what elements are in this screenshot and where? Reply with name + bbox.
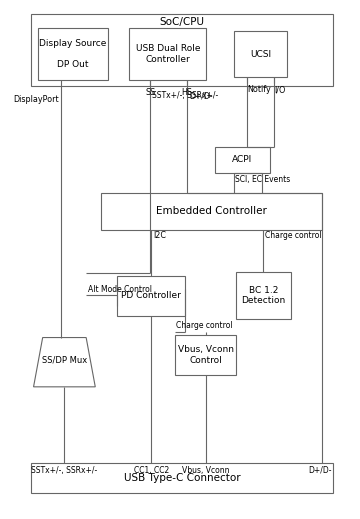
FancyBboxPatch shape [117,276,185,316]
FancyBboxPatch shape [38,29,108,80]
Text: SoC/CPU: SoC/CPU [159,17,204,27]
Text: Alt Mode Control: Alt Mode Control [88,285,152,294]
Text: I2C: I2C [153,231,166,240]
Polygon shape [33,337,95,387]
FancyBboxPatch shape [236,272,291,319]
Text: CC1, CC2: CC1, CC2 [134,466,169,475]
FancyBboxPatch shape [129,29,206,80]
Text: Notify: Notify [247,86,270,94]
Text: DisplayPort: DisplayPort [14,95,59,104]
Text: Charge control: Charge control [176,321,233,330]
Text: BC 1.2
Detection: BC 1.2 Detection [241,286,285,305]
FancyBboxPatch shape [234,31,287,77]
FancyBboxPatch shape [31,14,333,86]
Text: Vbus, Vconn: Vbus, Vconn [182,466,229,475]
Text: SSTx+/-, SSRx+/-: SSTx+/-, SSRx+/- [31,466,98,475]
FancyBboxPatch shape [31,463,333,493]
Text: SS/DP Mux: SS/DP Mux [42,355,87,364]
FancyBboxPatch shape [101,193,322,230]
Text: Charge control: Charge control [265,231,322,240]
Text: Display Source

DP Out: Display Source DP Out [40,39,107,69]
Text: Embedded Controller: Embedded Controller [156,206,267,216]
Text: D+/D-: D+/D- [189,91,212,100]
Text: ACPI: ACPI [232,155,252,165]
Text: SCI, EC Events: SCI, EC Events [235,175,291,184]
Text: I/O: I/O [274,86,285,94]
Text: Vbus, Vconn
Control: Vbus, Vconn Control [177,345,234,365]
Text: D+/D-: D+/D- [309,466,332,475]
Text: SS: SS [145,88,156,97]
Text: HS: HS [182,88,193,97]
Text: SSTx+/-, SSRx+/-: SSTx+/-, SSRx+/- [152,91,218,100]
Text: USB Type-C Connector: USB Type-C Connector [123,473,240,483]
Text: USB Dual Role
Controller: USB Dual Role Controller [136,45,200,64]
Text: UCSI: UCSI [250,50,271,59]
Text: PD Controller: PD Controller [121,292,181,301]
FancyBboxPatch shape [175,335,236,375]
FancyBboxPatch shape [215,146,270,173]
